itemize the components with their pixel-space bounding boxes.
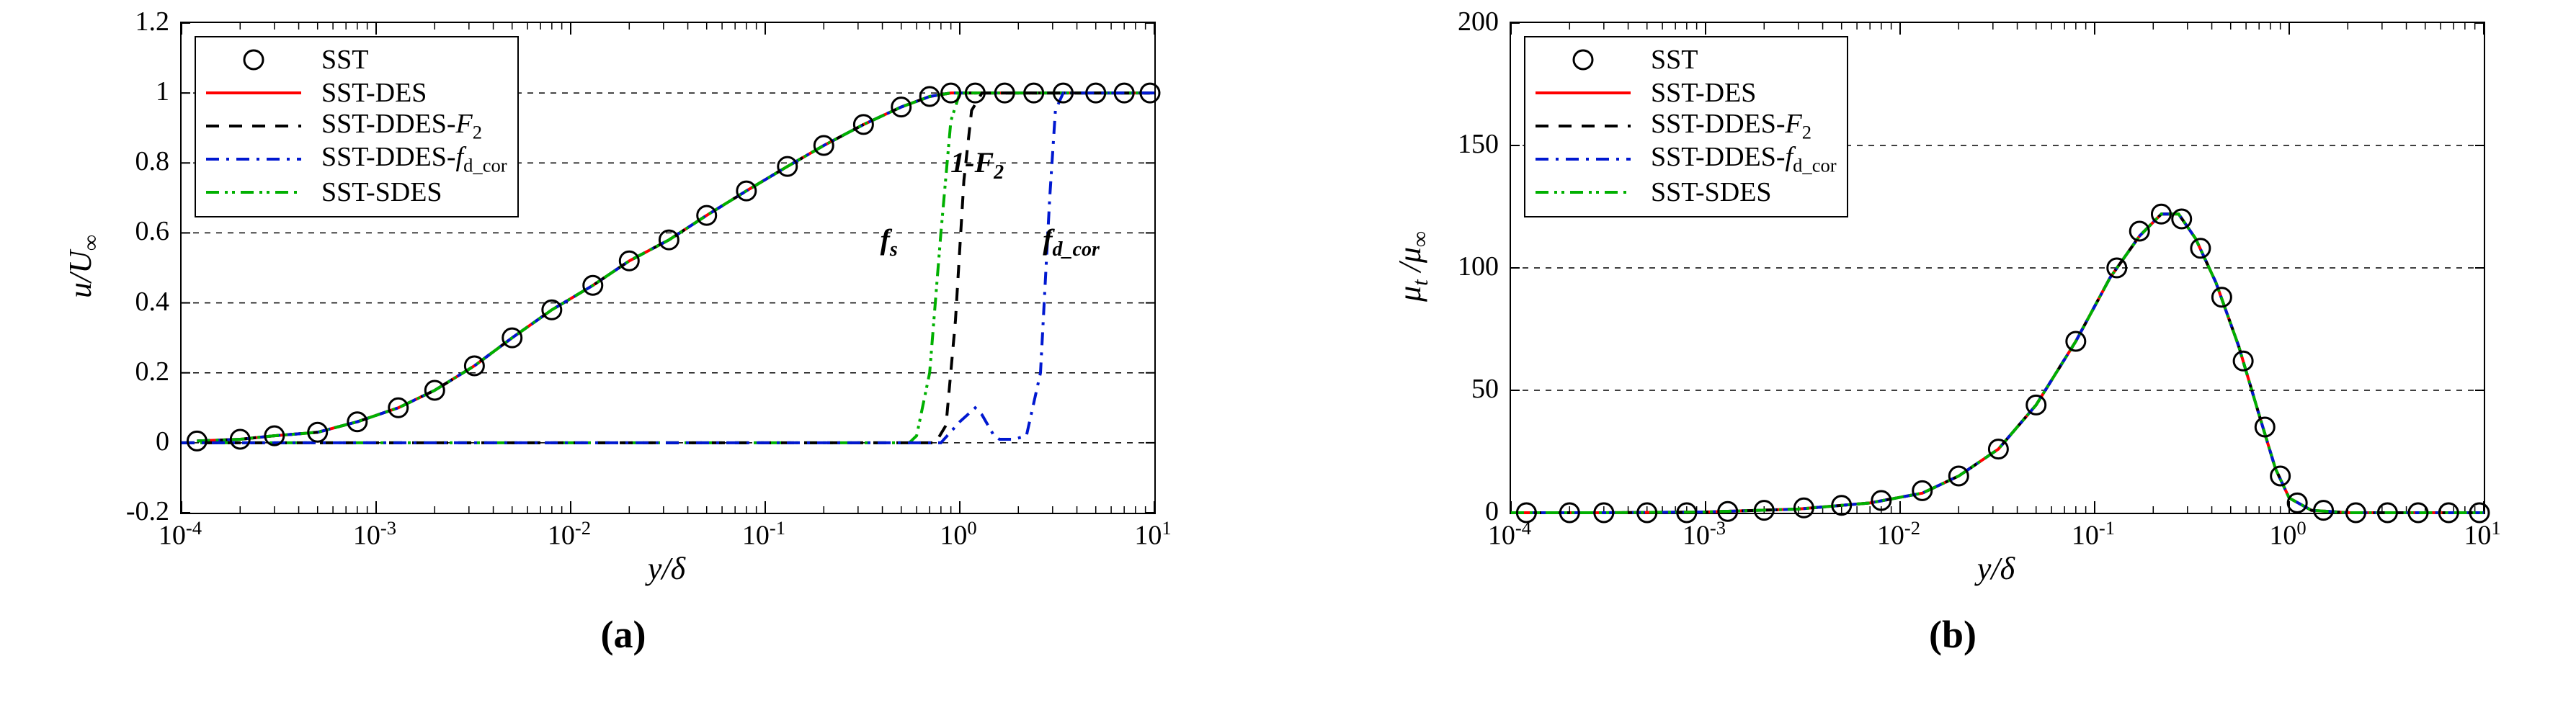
y-tick-label: 100 <box>1430 251 1499 282</box>
legend-swatch <box>1533 78 1634 107</box>
legend-entry: SST-DDES-F2 <box>1533 109 1837 143</box>
x-tick-label: 101 <box>2464 517 2500 552</box>
y-tick-label: 150 <box>1430 128 1499 160</box>
y-tick-label: 1 <box>101 76 169 107</box>
x-tick-label: 10-3 <box>1683 517 1726 552</box>
y-tick-label: 0.8 <box>101 145 169 177</box>
series-line <box>1511 214 2484 513</box>
legend-swatch <box>1533 112 1634 140</box>
legend-label: SST <box>1651 44 1698 76</box>
panel-a: -0.200.20.40.60.811.210-410-310-210-1100… <box>29 7 1218 698</box>
annotation-label: fs <box>881 223 898 261</box>
x-tick-label: 10-2 <box>1877 517 1920 552</box>
x-axis-label: y/δ <box>1977 550 2015 587</box>
y-tick-label: 1.2 <box>101 6 169 37</box>
x-tick-label: 101 <box>1134 517 1171 552</box>
annotation-label: 1-F2 <box>950 145 1004 184</box>
legend-label: SST-DDES-F2 <box>321 108 482 144</box>
legend-swatch <box>203 178 304 207</box>
legend-label: SST-DES <box>321 77 427 109</box>
legend-entry: SST <box>1533 43 1837 76</box>
legend-entry: SST-DES <box>203 76 507 109</box>
y-tick-label: 0.4 <box>101 286 169 318</box>
subcaption-b: (b) <box>1929 612 1976 657</box>
y-tick-label: 0.6 <box>101 215 169 247</box>
legend-label: SST-DDES-fd_cor <box>321 141 507 177</box>
plot-frame-a: -0.200.20.40.60.811.210-410-310-210-1100… <box>65 7 1182 598</box>
legend-swatch <box>203 112 304 140</box>
figure-wrap: -0.200.20.40.60.811.210-410-310-210-1100… <box>0 0 2576 705</box>
x-tick-label: 10-4 <box>159 517 202 552</box>
legend-entry: SST-DDES-fd_cor <box>203 143 507 176</box>
series-line <box>1511 214 2484 513</box>
legend-swatch <box>203 45 304 74</box>
y-tick-label: 0 <box>101 426 169 457</box>
y-axis-label: u/U∞ <box>62 235 104 298</box>
plot-frame-b: 05010015020010-410-310-210-1100101μt /μ∞… <box>1394 7 2511 598</box>
series-line <box>1511 214 2484 513</box>
legend-label: SST-SDES <box>321 176 442 208</box>
panel-b: 05010015020010-410-310-210-1100101μt /μ∞… <box>1358 7 2547 698</box>
x-tick-label: 10-1 <box>742 517 785 552</box>
legend-entry: SST-SDES <box>1533 176 1837 209</box>
legend-box: SSTSST-DESSST-DDES-F2SST-DDES-fd_corSST-… <box>195 36 519 217</box>
x-tick-label: 10-3 <box>353 517 396 552</box>
series-line <box>1511 214 2484 513</box>
legend-entry: SST-DES <box>1533 76 1837 109</box>
legend-label: SST-DDES-F2 <box>1651 108 1811 144</box>
x-tick-label: 100 <box>940 517 976 552</box>
legend-swatch <box>1533 178 1634 207</box>
x-tick-label: 10-2 <box>548 517 591 552</box>
x-tick-label: 10-1 <box>2072 517 2115 552</box>
legend-entry: SST-SDES <box>203 176 507 209</box>
legend-label: SST-DDES-fd_cor <box>1651 141 1837 177</box>
y-tick-label: 50 <box>1430 373 1499 405</box>
legend-label: SST-SDES <box>1651 176 1772 208</box>
legend-swatch <box>203 145 304 174</box>
y-tick-label: 200 <box>1430 6 1499 37</box>
legend-swatch <box>1533 145 1634 174</box>
legend-box: SSTSST-DESSST-DDES-F2SST-DDES-fd_corSST-… <box>1524 36 1848 217</box>
legend-label: SST <box>321 44 368 76</box>
legend-entry: SST-DDES-F2 <box>203 109 507 143</box>
annotation-label: fd_cor <box>1043 223 1100 261</box>
legend-label: SST-DES <box>1651 77 1756 109</box>
x-tick-label: 10-4 <box>1488 517 1531 552</box>
legend-entry: SST <box>203 43 507 76</box>
legend-entry: SST-DDES-fd_cor <box>1533 143 1837 176</box>
legend-swatch <box>1533 45 1634 74</box>
subcaption-a: (a) <box>601 612 646 657</box>
x-axis-label: y/δ <box>648 550 685 587</box>
y-tick-label: 0.2 <box>101 356 169 387</box>
y-axis-label: μt /μ∞ <box>1391 231 1433 302</box>
legend-swatch <box>203 78 304 107</box>
x-tick-label: 100 <box>2269 517 2306 552</box>
